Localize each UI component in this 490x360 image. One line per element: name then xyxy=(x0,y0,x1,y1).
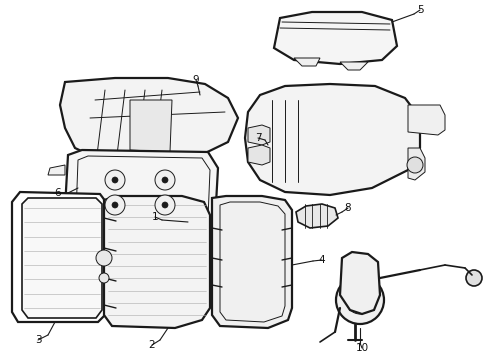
Circle shape xyxy=(162,202,168,208)
Text: 4: 4 xyxy=(318,255,325,265)
Polygon shape xyxy=(274,12,397,64)
Polygon shape xyxy=(408,105,445,135)
Circle shape xyxy=(99,273,109,283)
Polygon shape xyxy=(212,196,292,328)
Circle shape xyxy=(105,195,125,215)
Circle shape xyxy=(112,177,118,183)
Polygon shape xyxy=(22,198,102,318)
Circle shape xyxy=(346,286,374,314)
Text: 9: 9 xyxy=(193,75,199,85)
Polygon shape xyxy=(296,204,338,228)
Text: 10: 10 xyxy=(355,343,368,353)
Polygon shape xyxy=(248,125,270,145)
Polygon shape xyxy=(248,145,270,165)
Polygon shape xyxy=(340,252,380,314)
Text: 7: 7 xyxy=(255,133,261,143)
Circle shape xyxy=(155,170,175,190)
Text: 8: 8 xyxy=(344,203,351,213)
Polygon shape xyxy=(12,192,106,322)
Circle shape xyxy=(96,250,112,266)
Polygon shape xyxy=(408,148,425,180)
Circle shape xyxy=(162,177,168,183)
Text: 3: 3 xyxy=(35,335,41,345)
Circle shape xyxy=(407,157,423,173)
Polygon shape xyxy=(104,196,210,328)
Text: 5: 5 xyxy=(416,5,423,15)
Text: 1: 1 xyxy=(152,212,158,222)
Polygon shape xyxy=(65,150,218,232)
Polygon shape xyxy=(60,78,238,164)
Polygon shape xyxy=(130,100,172,152)
Polygon shape xyxy=(245,84,420,195)
Polygon shape xyxy=(294,58,320,66)
Text: 6: 6 xyxy=(55,188,61,198)
Circle shape xyxy=(105,170,125,190)
Circle shape xyxy=(155,195,175,215)
Text: 2: 2 xyxy=(148,340,155,350)
Circle shape xyxy=(112,202,118,208)
Polygon shape xyxy=(340,62,368,70)
Polygon shape xyxy=(48,165,65,175)
Circle shape xyxy=(355,295,365,305)
Polygon shape xyxy=(48,200,65,210)
Circle shape xyxy=(336,276,384,324)
Circle shape xyxy=(466,270,482,286)
